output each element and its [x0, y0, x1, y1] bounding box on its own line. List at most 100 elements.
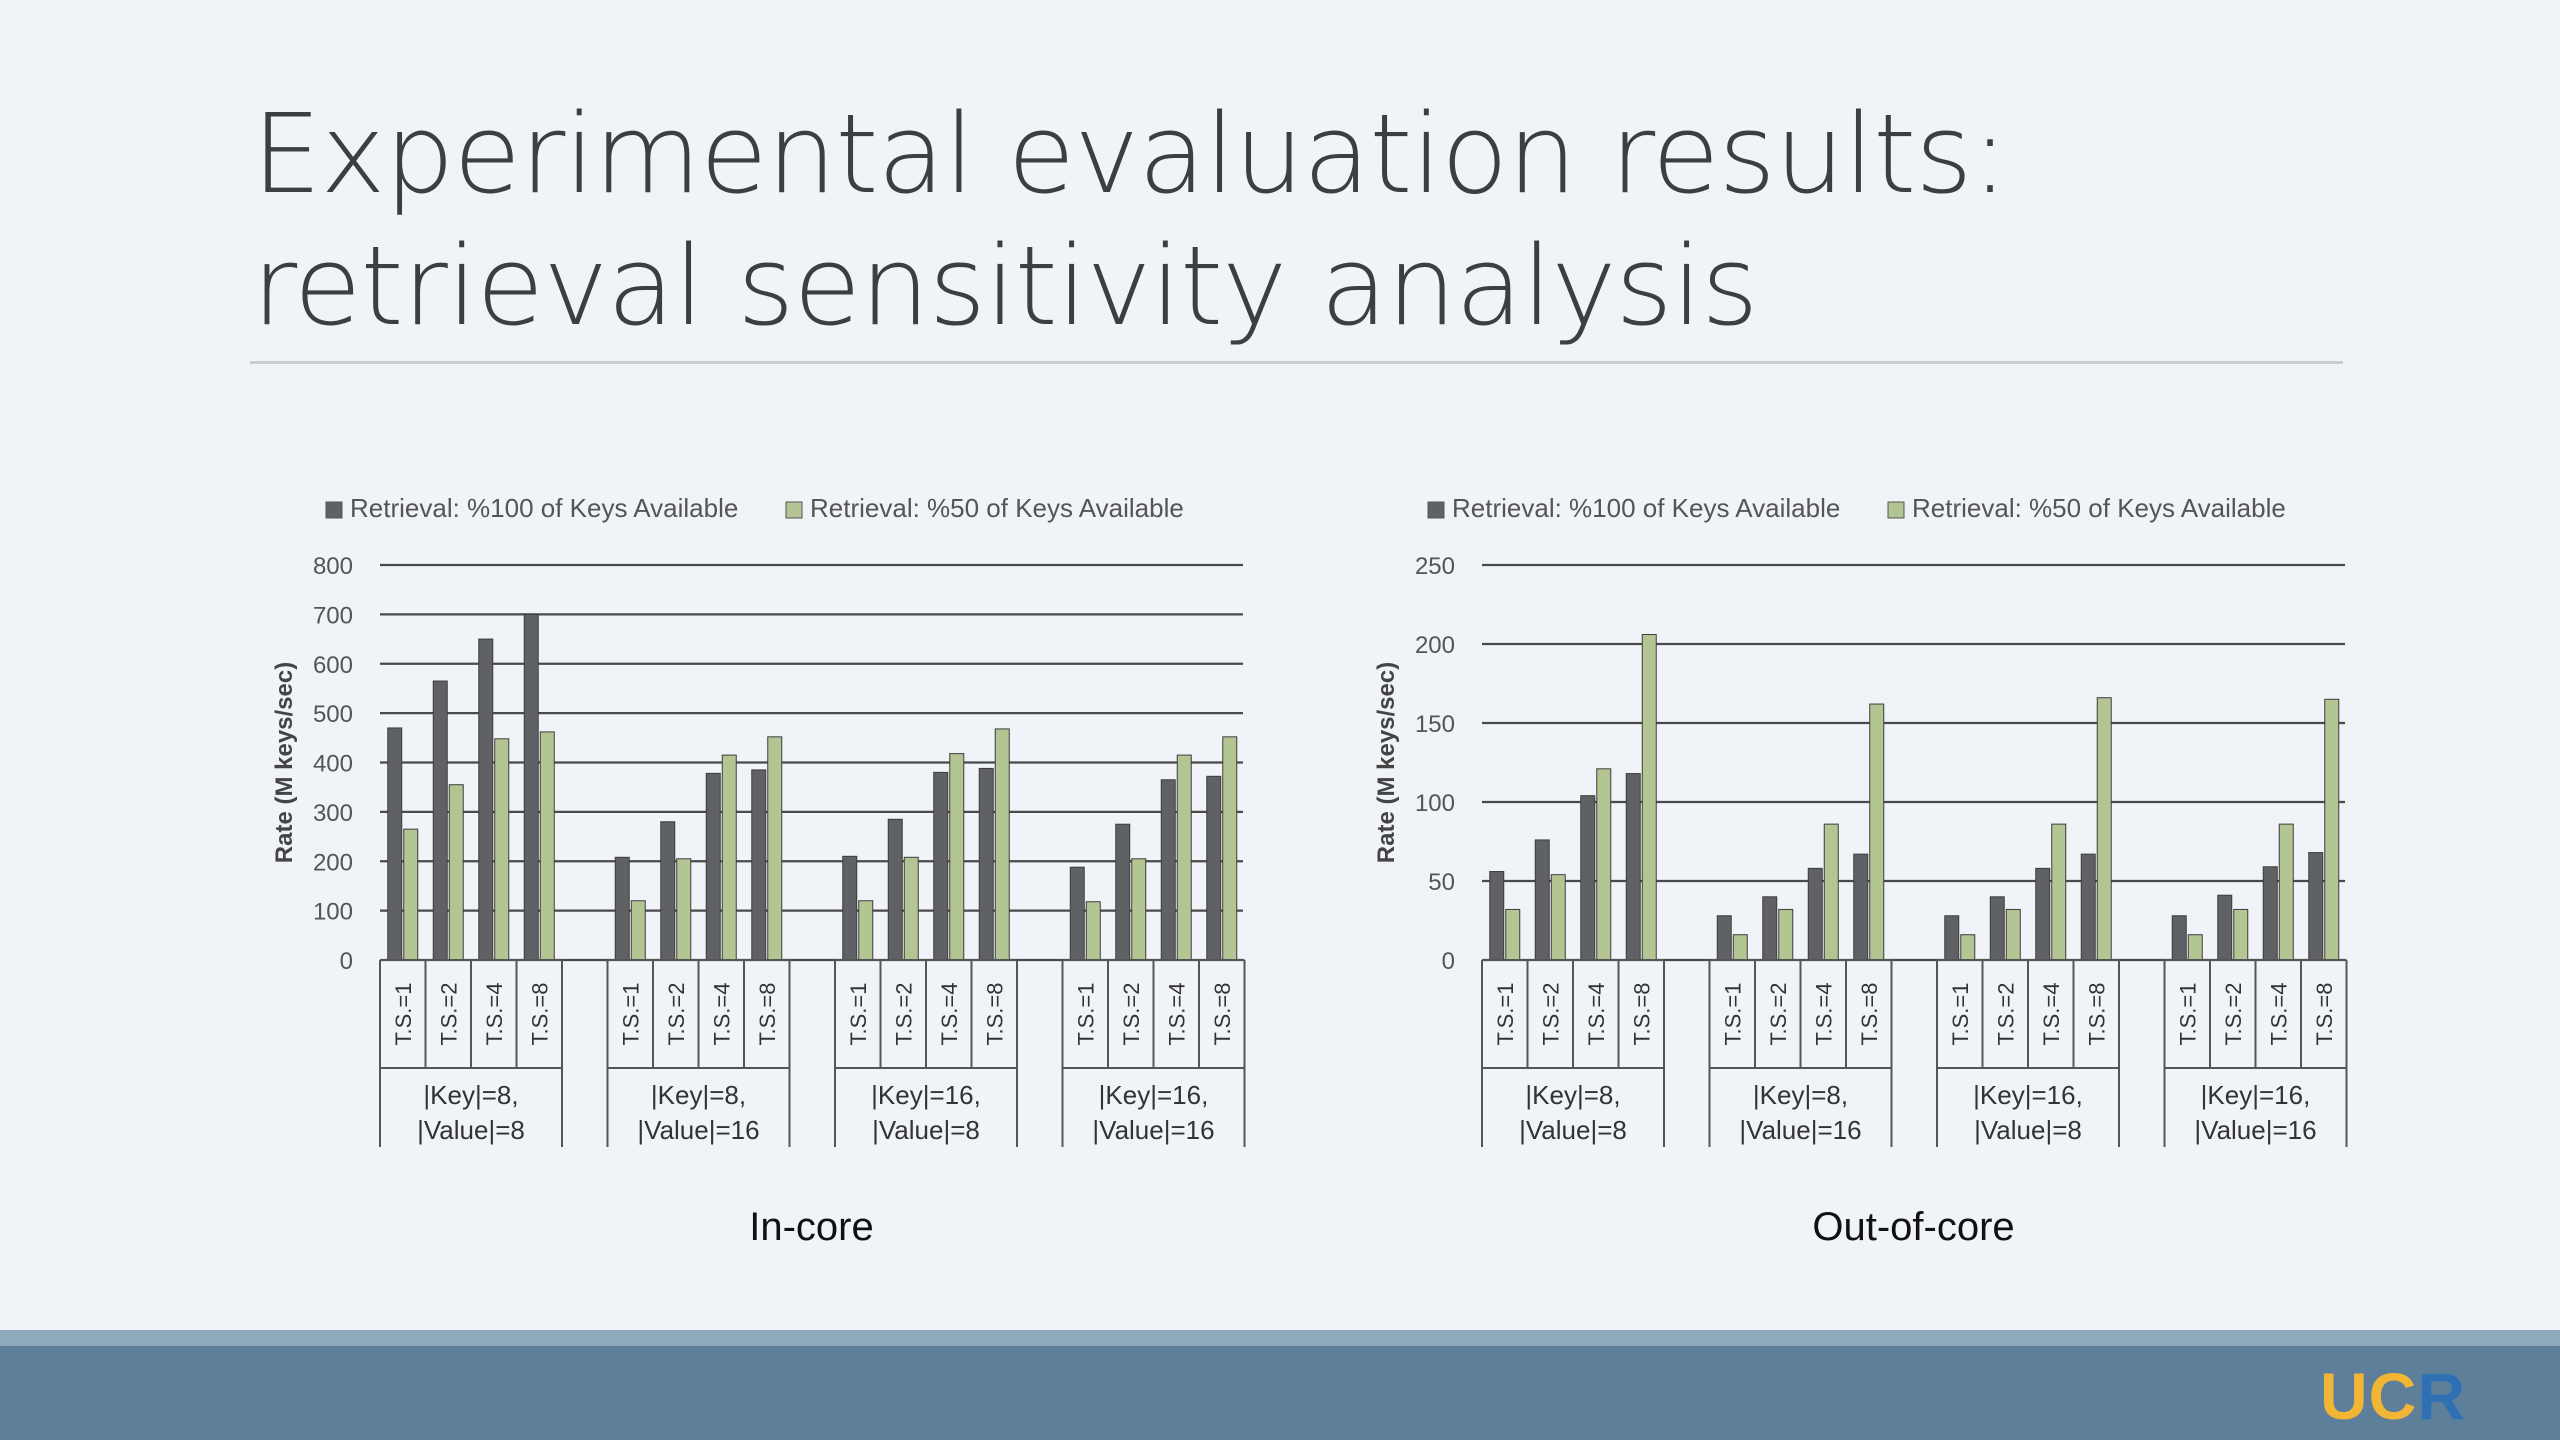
bar-series-2: [539, 731, 555, 961]
y-tick-label: 100: [1415, 790, 1455, 817]
x-tick-label: T.S.=8: [2312, 983, 2337, 1046]
bar-series-2: [1176, 754, 1192, 961]
y-tick-label: 0: [1442, 948, 1455, 975]
group-label-line-2: |Value|=16: [2194, 1115, 2316, 1145]
group-label-line-1: |Key|=16,: [871, 1080, 981, 1110]
bar-series-1: [1762, 896, 1778, 961]
x-tick-label: T.S.=1: [1493, 983, 1518, 1046]
x-tick-label: T.S.=8: [1857, 983, 1882, 1046]
ucr-logo-letter-u: U: [2319, 1359, 2369, 1433]
bar-series-2: [1778, 908, 1794, 961]
bar-series-1: [432, 680, 448, 961]
bar-series-2: [2324, 698, 2340, 961]
x-tick-label: T.S.=2: [891, 983, 916, 1046]
y-tick-label: 700: [313, 602, 353, 629]
x-tick-label: T.S.=2: [1538, 983, 1563, 1046]
chart-in-core: Retrieval: %100 of Keys Available Retriev…: [260, 480, 1300, 1290]
x-tick-label: T.S.=4: [2039, 983, 2064, 1046]
x-tick-label: T.S.=2: [1766, 983, 1791, 1046]
bar-series-1: [523, 613, 539, 961]
bar-series-2: [1596, 768, 1612, 961]
group-label-line-1: |Key|=8,: [1525, 1080, 1620, 1110]
y-axis-title: Rate (M keys/sec): [1373, 662, 1400, 863]
bar-series-1: [1853, 853, 1869, 961]
y-tick-label: 600: [313, 652, 353, 679]
bar-series-2: [1131, 858, 1147, 961]
group-label-line-2: |Value|=16: [1739, 1115, 1861, 1145]
chart-legend: Retrieval: %100 of Keys Available Retriev…: [1427, 493, 2286, 523]
slide-title: Experimental evaluation results: retriev…: [252, 88, 2352, 352]
group-label-line-2: |Value|=8: [1519, 1115, 1627, 1145]
x-tick-label: T.S.=8: [1210, 983, 1235, 1046]
bar-series-1: [1716, 915, 1732, 961]
legend-swatch-series-1: [325, 501, 343, 519]
bar-series-1: [842, 855, 858, 961]
bar-series-2: [1732, 934, 1748, 961]
y-tick-label: 200: [1415, 632, 1455, 659]
x-tick-label: T.S.=1: [1720, 983, 1745, 1046]
group-label-line-2: |Value|=8: [1974, 1115, 2082, 1145]
x-tick-label: T.S.=4: [1811, 983, 1836, 1046]
bar-series-1: [2171, 915, 2187, 961]
x-tick-label: T.S.=4: [937, 983, 962, 1046]
bar-series-1: [2217, 894, 2233, 961]
bar-series-1: [2308, 852, 2324, 961]
y-tick-label: 200: [313, 849, 353, 876]
y-tick-label: 150: [1415, 711, 1455, 738]
bar-series-2: [1869, 703, 1885, 961]
bar-series-1: [1989, 896, 2005, 961]
chart-legend: Retrieval: %100 of Keys Available Retriev…: [325, 493, 1184, 523]
bar-series-1: [2080, 853, 2096, 961]
bar-series-1: [978, 767, 994, 961]
bar-series-2: [2096, 697, 2112, 961]
bar-series-1: [1534, 839, 1550, 961]
bar-series-2: [1550, 874, 1566, 961]
slide-title-line-2: retrieval sensitivity analysis: [252, 222, 1759, 350]
x-tick-label: T.S.=1: [1073, 983, 1098, 1046]
x-tick-label: T.S.=2: [2221, 983, 2246, 1046]
x-tick-label: T.S.=8: [1629, 983, 1654, 1046]
y-axis-title: Rate (M keys/sec): [271, 662, 298, 863]
bar-series-2: [2278, 823, 2294, 961]
group-label-line-1: |Key|=16,: [2201, 1080, 2311, 1110]
slide-title-line-1: Experimental evaluation results:: [252, 90, 2009, 218]
x-tick-label: T.S.=8: [527, 983, 552, 1046]
group-label-line-2: |Value|=8: [872, 1115, 980, 1145]
group-label-line-2: |Value|=16: [637, 1115, 759, 1145]
footer-band: [0, 1346, 2560, 1440]
bar-series-1: [933, 771, 949, 961]
bar-series-2: [767, 736, 783, 961]
bar-series-2: [721, 754, 737, 961]
y-tick-label: 50: [1428, 869, 1455, 896]
y-tick-label: 0: [340, 948, 353, 975]
x-tick-label: T.S.=4: [2266, 983, 2291, 1046]
bar-series-1: [1489, 871, 1505, 961]
bar-series-2: [2005, 908, 2021, 961]
chart-caption: In-core: [749, 1205, 874, 1249]
bar-series-1: [2262, 866, 2278, 961]
bar-series-1: [1206, 775, 1222, 961]
ucr-logo: UCR: [2320, 1358, 2466, 1434]
bar-series-1: [1625, 773, 1641, 961]
x-tick-label: T.S.=8: [2084, 983, 2109, 1046]
y-tick-label: 400: [313, 751, 353, 778]
y-tick-label: 800: [313, 553, 353, 580]
legend-label-series-1: Retrieval: %100 of Keys Available: [350, 493, 738, 523]
x-tick-label: T.S.=8: [982, 983, 1007, 1046]
bar-series-1: [478, 638, 494, 961]
bar-series-1: [660, 821, 676, 961]
chart-caption: Out-of-core: [1812, 1205, 2014, 1249]
bar-series-1: [1160, 779, 1176, 961]
ucr-logo-letter-c: C: [2368, 1359, 2418, 1433]
x-tick-label: T.S.=1: [391, 983, 416, 1046]
group-label-line-2: |Value|=8: [417, 1115, 525, 1145]
chart-svg: Retrieval: %100 of Keys Available Retriev…: [1373, 493, 2348, 1249]
bar-series-2: [676, 858, 692, 961]
footer-stripe: [0, 1330, 2560, 1346]
bar-series-2: [1823, 823, 1839, 961]
x-tick-label: T.S.=1: [1948, 983, 1973, 1046]
x-tick-label: T.S.=4: [1584, 983, 1609, 1046]
chart-out-of-core: Retrieval: %100 of Keys Available Retriev…: [1362, 480, 2402, 1290]
x-tick-label: T.S.=2: [436, 983, 461, 1046]
x-tick-label: T.S.=4: [709, 983, 734, 1046]
